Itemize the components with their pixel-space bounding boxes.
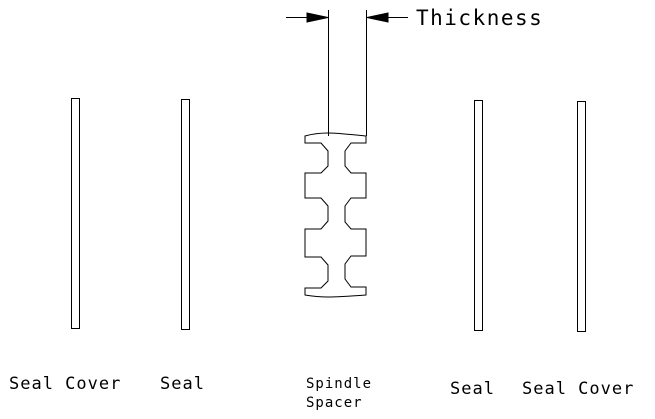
seal-cover-right-label: Seal Cover <box>522 379 634 399</box>
spindle-spacer-part <box>304 132 367 298</box>
seal-cover-right-plate <box>577 101 586 332</box>
dimension-arrow-right-icon <box>366 12 389 23</box>
seal-left-label: Seal <box>160 374 205 394</box>
seal-right-label: Seal <box>450 379 495 399</box>
seal-cover-left-plate <box>71 98 80 329</box>
spindle-spacer-label-line1: Spindle <box>306 376 372 392</box>
seal-left-plate <box>181 99 190 330</box>
dimension-arrow-left-icon <box>306 12 329 23</box>
seal-right-plate <box>474 100 483 331</box>
spindle-spacer-label-line2: Spacer <box>306 395 363 411</box>
seal-cover-left-label: Seal Cover <box>9 374 121 394</box>
thickness-label: Thickness <box>416 6 543 30</box>
